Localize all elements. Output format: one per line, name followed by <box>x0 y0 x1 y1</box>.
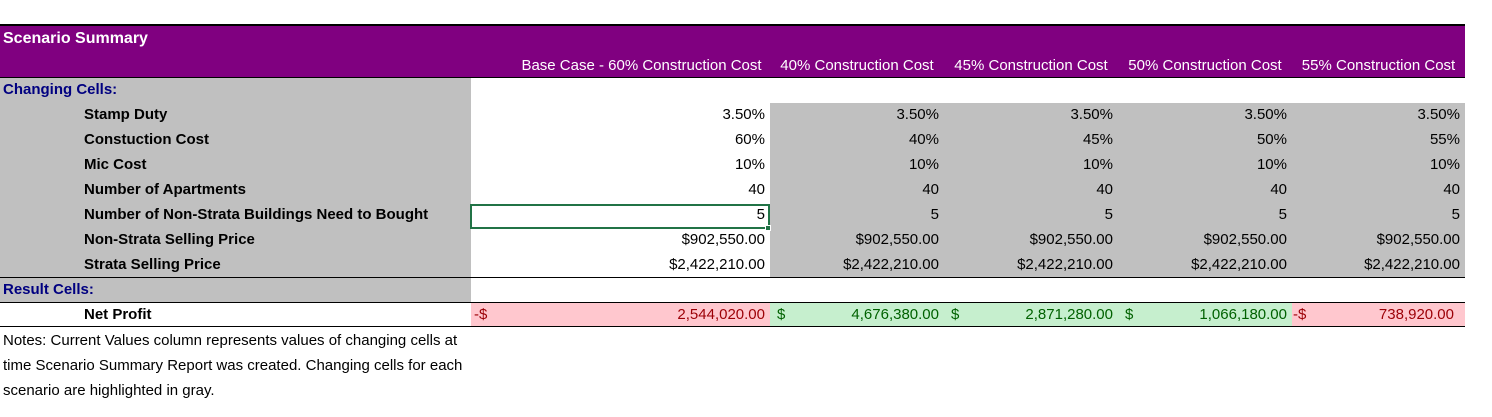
cell-mic-cost-40[interactable]: 10% <box>908 156 939 173</box>
title-bar <box>0 26 1465 78</box>
notes-line-1: Notes: Current Values column represents … <box>3 332 458 349</box>
net-profit-45-value: 2,871,280.00 <box>1025 306 1113 323</box>
cell-non-strata-price-base[interactable]: $902,550.00 <box>681 231 765 248</box>
net-profit-40-cell[interactable] <box>770 303 944 326</box>
cell-construction-cost-55[interactable]: 55% <box>1429 131 1460 148</box>
column-header-50[interactable]: 50% Construction Cost <box>1128 57 1282 74</box>
row-label-non-strata-price[interactable]: Non-Strata Selling Price <box>84 231 255 248</box>
cell-non-strata-buildings-50[interactable]: 5 <box>1278 206 1287 223</box>
net-profit-50-cell[interactable] <box>1118 303 1292 326</box>
cell-non-strata-buildings-55[interactable]: 5 <box>1451 206 1460 223</box>
cell-non-strata-price-45[interactable]: $902,550.00 <box>1029 231 1113 248</box>
cell-non-strata-buildings-40[interactable]: 5 <box>930 206 939 223</box>
net-profit-55-value: 738,920.00 <box>1378 306 1454 323</box>
row-divider <box>0 277 1465 278</box>
cell-strata-price-55[interactable]: $2,422,210.00 <box>1364 256 1460 273</box>
cell-mic-cost-50[interactable]: 10% <box>1256 156 1287 173</box>
net-profit-50-sign: $ <box>1125 306 1134 323</box>
row-label-stamp-duty[interactable]: Stamp Duty <box>84 106 168 123</box>
cell-apartments-40[interactable]: 40 <box>922 181 939 198</box>
net-profit-50-value: 1,066,180.00 <box>1199 306 1287 323</box>
cell-strata-price-40[interactable]: $2,422,210.00 <box>843 256 939 273</box>
net-profit-base-cell[interactable] <box>471 303 770 326</box>
cell-apartments-55[interactable]: 40 <box>1443 181 1460 198</box>
net-profit-base-sign: -$ <box>474 306 488 323</box>
cell-mic-cost-base[interactable]: 10% <box>734 156 765 173</box>
row-label-construction-cost[interactable]: Constuction Cost <box>84 131 209 148</box>
cell-construction-cost-50[interactable]: 50% <box>1256 131 1287 148</box>
cell-apartments-45[interactable]: 40 <box>1096 181 1113 198</box>
row-label-net-profit[interactable]: Net Profit <box>84 306 152 323</box>
cell-apartments-50[interactable]: 40 <box>1270 181 1287 198</box>
row-label-apartments[interactable]: Number of Apartments <box>84 181 246 198</box>
row-label-strata-price[interactable]: Strata Selling Price <box>84 256 221 273</box>
top-border <box>0 24 1465 26</box>
cell-strata-price-45[interactable]: $2,422,210.00 <box>1017 256 1113 273</box>
changing-cells-heading: Changing Cells: <box>3 81 118 98</box>
cell-stamp-duty-40[interactable]: 3.50% <box>896 106 939 123</box>
cell-construction-cost-40[interactable]: 40% <box>908 131 939 148</box>
changing-cells-label-column <box>0 78 471 303</box>
notes-line-3: scenario are highlighted in gray. <box>3 382 215 399</box>
net-profit-45-cell[interactable] <box>944 303 1118 326</box>
report-title: Scenario Summary <box>3 30 148 47</box>
net-profit-40-value: 4,676,380.00 <box>851 306 939 323</box>
column-header-55[interactable]: 55% Construction Cost <box>1301 57 1456 74</box>
cell-stamp-duty-base[interactable]: 3.50% <box>722 106 765 123</box>
row-divider <box>0 302 1465 303</box>
cell-non-strata-price-55[interactable]: $902,550.00 <box>1376 231 1460 248</box>
row-label-mic-cost[interactable]: Mic Cost <box>84 156 147 173</box>
cell-mic-cost-45[interactable]: 10% <box>1082 156 1113 173</box>
cell-non-strata-buildings-base[interactable]: 5 <box>756 206 765 223</box>
cell-mic-cost-55[interactable]: 10% <box>1429 156 1460 173</box>
row-divider <box>0 77 1465 78</box>
cell-apartments-base[interactable]: 40 <box>748 181 765 198</box>
row-divider <box>0 326 1465 327</box>
net-profit-45-sign: $ <box>951 306 960 323</box>
scenario-gray-block <box>770 103 1465 278</box>
result-cells-heading: Result Cells: <box>3 281 94 298</box>
cell-non-strata-price-50[interactable]: $902,550.00 <box>1203 231 1287 248</box>
net-profit-40-sign: $ <box>777 306 786 323</box>
cell-stamp-duty-50[interactable]: 3.50% <box>1244 106 1287 123</box>
net-profit-55-cell[interactable] <box>1292 303 1465 326</box>
cell-strata-price-50[interactable]: $2,422,210.00 <box>1191 256 1287 273</box>
cell-construction-cost-base[interactable]: 60% <box>734 131 765 148</box>
column-header-45[interactable]: 45% Construction Cost <box>954 57 1108 74</box>
column-header-base-case[interactable]: Base Case - 60% Construction Cost <box>521 57 762 74</box>
cell-stamp-duty-55[interactable]: 3.50% <box>1417 106 1460 123</box>
notes-line-2: time Scenario Summary Report was created… <box>3 357 463 374</box>
cell-stamp-duty-45[interactable]: 3.50% <box>1070 106 1113 123</box>
fill-handle[interactable] <box>765 225 771 231</box>
cell-strata-price-base[interactable]: $2,422,210.00 <box>669 256 765 273</box>
column-header-40[interactable]: 40% Construction Cost <box>780 57 934 74</box>
selected-cell-outline[interactable] <box>470 204 770 229</box>
row-label-non-strata-buildings[interactable]: Number of Non-Strata Buildings Need to B… <box>84 206 429 223</box>
cell-construction-cost-45[interactable]: 45% <box>1082 131 1113 148</box>
cell-non-strata-buildings-45[interactable]: 5 <box>1104 206 1113 223</box>
net-profit-base-value: 2,544,020.00 <box>677 306 765 323</box>
cell-non-strata-price-40[interactable]: $902,550.00 <box>855 231 939 248</box>
net-profit-55-sign: -$ <box>1293 306 1307 323</box>
